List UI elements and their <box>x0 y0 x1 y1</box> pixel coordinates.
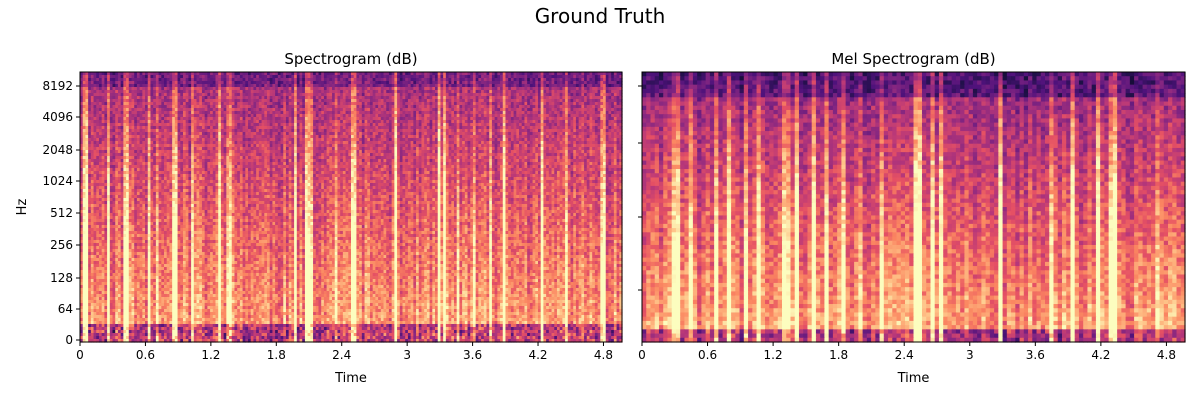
x-tick-label: 0 <box>76 348 84 362</box>
y-tick-label: 2048 <box>42 143 73 157</box>
x-tick-label: 2.4 <box>332 348 351 362</box>
y-tick-label: 0 <box>65 333 73 347</box>
x-tick-label: 0 <box>638 348 646 362</box>
x-tick-label: 3 <box>403 348 411 362</box>
y-axis-label: Hz <box>15 199 30 216</box>
spectrogram-image <box>642 72 1186 343</box>
x-tick-label: 1.8 <box>829 348 848 362</box>
x-tick-label: 4.2 <box>1091 348 1110 362</box>
spectrogram-image <box>80 72 623 343</box>
spectrogram-panel: Spectrogram (dB) 0 0.6 1.2 1.8 2.4 3 3.6 4.2 4.8 T… <box>15 50 623 386</box>
x-tick-label: 1.8 <box>267 348 286 362</box>
y-tick-label: 64 <box>58 302 73 316</box>
y-tick-label: 512 <box>50 206 73 220</box>
x-axis-label: Time <box>334 371 367 386</box>
y-tick-label: 128 <box>50 271 73 285</box>
x-axis-label: Time <box>897 371 930 386</box>
x-tick-label: 4.8 <box>1157 348 1176 362</box>
x-tick-label: 1.2 <box>764 348 783 362</box>
x-tick-label: 2.4 <box>895 348 914 362</box>
panel-title: Spectrogram (dB) <box>284 50 417 68</box>
y-tick-label: 8192 <box>42 79 73 93</box>
x-tick-label: 3.6 <box>463 348 482 362</box>
panel-title: Mel Spectrogram (dB) <box>831 50 995 68</box>
x-tick-label: 4.8 <box>594 348 613 362</box>
x-tick-label: 1.2 <box>201 348 220 362</box>
y-tick-label: 1024 <box>42 174 73 188</box>
y-tick-label: 4096 <box>42 110 73 124</box>
x-tick-label: 0.6 <box>136 348 155 362</box>
mel-spectrogram-panel: Mel Spectrogram (dB) 0 0.6 1.2 1.8 2.4 3 3.6 4.2… <box>638 50 1186 386</box>
x-tick-label: 4.2 <box>528 348 547 362</box>
x-tick-label: 3.6 <box>1026 348 1045 362</box>
x-tick-label: 0.6 <box>698 348 717 362</box>
x-tick-label: 3 <box>966 348 974 362</box>
y-tick-label: 256 <box>50 238 73 252</box>
